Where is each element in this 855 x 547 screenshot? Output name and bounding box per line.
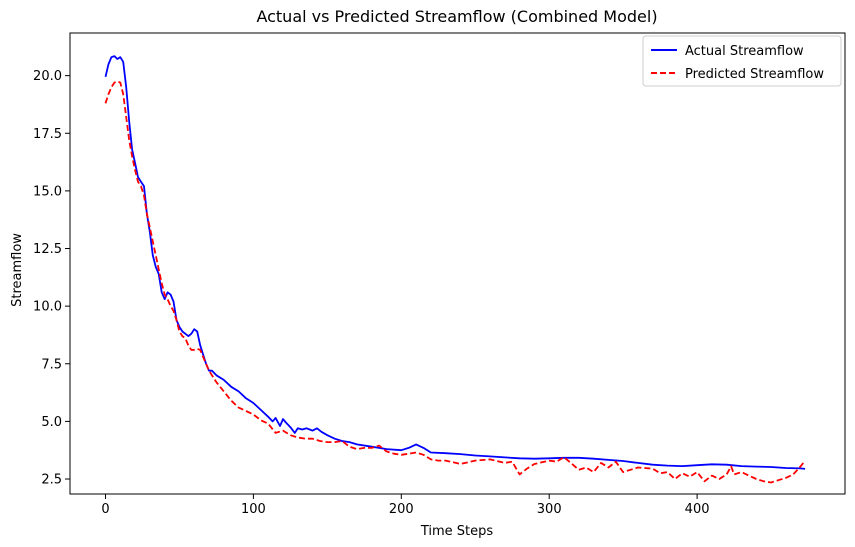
x-tick-label: 400 xyxy=(685,502,710,517)
series-line-actual xyxy=(104,55,806,470)
x-axis: 0 100 200 300 400 xyxy=(101,494,710,517)
x-tick-label: 200 xyxy=(389,502,414,517)
y-tick-label: 5.0 xyxy=(41,415,62,430)
y-axis-label: Streamflow xyxy=(10,233,25,307)
series-line-predicted xyxy=(104,80,806,484)
y-tick-label: 10.0 xyxy=(33,300,62,315)
legend-box xyxy=(642,35,842,87)
y-tick-label: 2.5 xyxy=(41,473,62,488)
x-tick-label: 0 xyxy=(101,502,109,517)
plot-frame xyxy=(69,32,846,495)
y-tick-label: 7.5 xyxy=(41,357,62,372)
y-tick-label: 17.5 xyxy=(33,127,62,142)
y-tick-label: 20.0 xyxy=(33,69,62,84)
y-axis: 2.5 5.0 7.5 10.0 12.5 15.0 17.5 20.0 xyxy=(33,69,70,488)
legend-label-predicted: Predicted Streamflow xyxy=(685,67,824,82)
x-tick-label: 100 xyxy=(241,502,266,517)
legend-label-actual: Actual Streamflow xyxy=(685,44,804,59)
x-axis-label: Time Steps xyxy=(420,524,494,539)
y-tick-label: 15.0 xyxy=(33,184,62,199)
chart-title: Actual vs Predicted Streamflow (Combined… xyxy=(256,7,657,26)
y-tick-label: 12.5 xyxy=(33,242,62,257)
plot-area xyxy=(69,32,846,495)
x-tick-label: 300 xyxy=(537,502,562,517)
legend: Actual Streamflow Predicted Streamflow xyxy=(642,35,842,87)
